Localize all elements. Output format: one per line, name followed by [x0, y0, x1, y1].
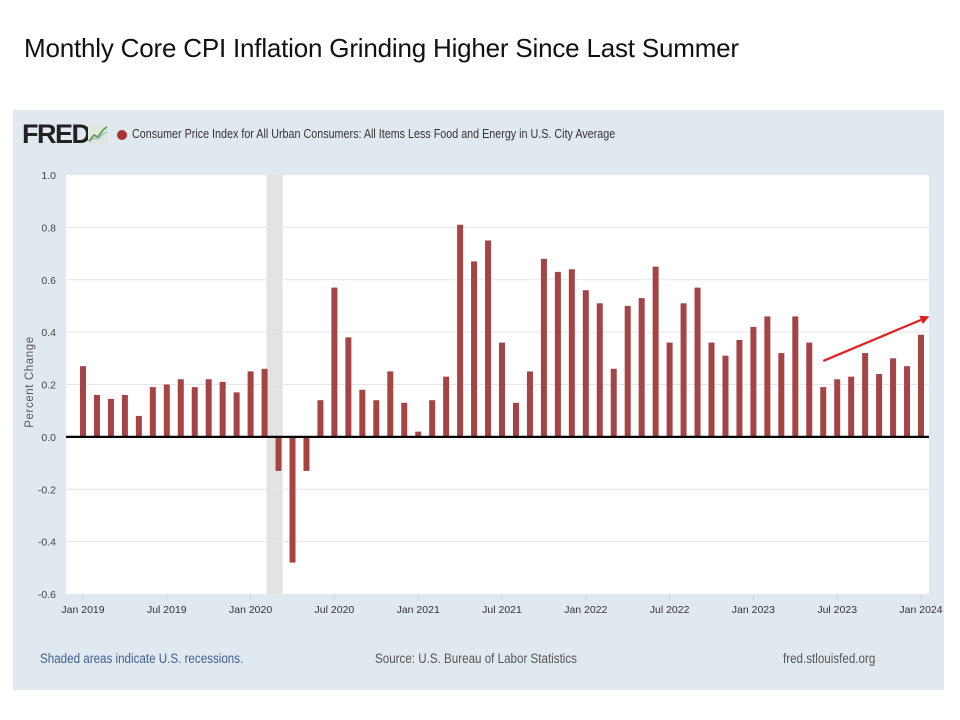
bar: 2021-02: 0.14: [429, 400, 436, 437]
y-tick-label: 0.8: [41, 222, 56, 234]
bar: 2024-01: 0.39: [918, 334, 924, 437]
y-tick-label: 0.4: [41, 327, 56, 339]
bar: 2021-03: 0.23: [443, 376, 450, 437]
bar: 2021-07: 0.36: [499, 342, 505, 437]
bar: 2022-07: 0.36: [666, 342, 673, 437]
trend-arrow-head: [919, 315, 930, 325]
legend-label: Consumer Price Index for All Urban Consu…: [132, 127, 616, 141]
x-tick-label: Jan 2024: [899, 604, 942, 616]
bar: 2023-12: 0.27: [904, 366, 911, 437]
bar: 2022-09: 0.57: [694, 287, 701, 437]
bar: 2020-07: 0.57: [331, 287, 338, 437]
bar: 2019-03: 0.145: [107, 398, 114, 437]
x-tick-label: Jan 2019: [61, 604, 104, 616]
bar: 2020-10: 0.14: [373, 400, 380, 437]
bar: 2020-12: 0.13: [401, 402, 408, 437]
bar: 2019-09: 0.19: [191, 387, 198, 437]
y-tick-label: 0.2: [41, 380, 56, 392]
bar: 2021-10: 0.68: [540, 258, 547, 437]
source-note: Source: U.S. Bureau of Labor Statistics: [375, 651, 577, 666]
bar: 2019-12: 0.17: [233, 392, 240, 437]
bar: 2020-08: 0.38: [345, 337, 352, 437]
bar: 2023-02: 0.46: [764, 316, 771, 437]
bar: 2021-04: 0.81: [457, 224, 464, 437]
bar: 2022-05: 0.53: [638, 298, 645, 437]
x-tick-label: Jul 2022: [650, 604, 690, 616]
bar: 2023-11: 0.3: [890, 358, 897, 437]
bar: 2023-10: 0.24: [876, 374, 883, 437]
bar: 2022-12: 0.37: [736, 339, 743, 437]
bar: 2019-06: 0.19: [149, 387, 156, 437]
bar: 2020-05: -0.13: [303, 436, 310, 471]
x-tick-label: Jul 2019: [147, 604, 187, 616]
bar: 2022-06: 0.65: [652, 266, 659, 437]
bar: 2023-08: 0.23: [848, 376, 855, 437]
bar-chart: 1.0 0.8 0.6 0.4 0.2 0.0 -0.2 -0.4 -0.6 Jan 2019 J…: [24, 170, 943, 616]
bar: 2021-12: 0.64: [568, 269, 575, 437]
x-tick-label: Jul 2021: [482, 604, 522, 616]
y-tick-label: -0.4: [38, 537, 56, 549]
bar: 2021-11: 0.63: [554, 271, 561, 437]
x-tick-label: Jan 2022: [564, 604, 607, 616]
bar: 2019-05: 0.08: [135, 415, 142, 437]
bar: 2020-04: -0.48: [289, 436, 296, 563]
bar: 2020-09: 0.18: [359, 389, 366, 437]
bar: 2022-04: 0.5: [624, 305, 631, 437]
bar: 2022-08: 0.51: [680, 303, 687, 437]
bar: 2021-09: 0.25: [526, 371, 533, 437]
fred-logo: FRED: [22, 119, 91, 149]
bar: 2023-03: 0.32: [778, 353, 785, 437]
x-tick-label: Jan 2020: [229, 604, 272, 616]
bar: 2023-06: 0.19: [820, 387, 827, 437]
x-tick-label: Jan 2021: [397, 604, 440, 616]
bar: 2020-03: -0.13: [275, 436, 282, 471]
bar: 2022-02: 0.51: [596, 303, 603, 437]
y-tick-label: 0.0: [41, 432, 56, 444]
y-tick-label: -0.2: [38, 484, 56, 496]
line-graph-icon: [88, 124, 108, 144]
bar: 2020-02: 0.26: [261, 368, 268, 437]
bar: 2020-01: 0.25: [247, 371, 254, 437]
bar: 2023-05: 0.36: [806, 342, 813, 437]
y-axis-label: Percent Change: [24, 336, 36, 428]
bar: 2019-08: 0.22: [177, 379, 184, 437]
bar: 2023-09: 0.32: [862, 353, 869, 437]
bar: 2022-11: 0.31: [722, 355, 729, 437]
y-tick-label: 0.6: [41, 275, 56, 287]
bar: 2021-05: 0.67: [471, 261, 478, 437]
bar: 2019-04: 0.16: [121, 394, 128, 437]
bar: 2022-10: 0.36: [708, 342, 715, 437]
bar: 2020-06: 0.14: [317, 400, 324, 437]
bar: 2023-04: 0.46: [792, 316, 799, 437]
bar: 2019-10: 0.22: [205, 379, 212, 437]
bar: 2019-07: 0.2: [163, 384, 170, 437]
bar: 2021-08: 0.13: [512, 402, 519, 437]
x-tick-label: Jul 2023: [817, 604, 857, 616]
bar: 2022-03: 0.26: [610, 368, 617, 437]
bar: 2019-11: 0.21: [219, 381, 226, 437]
bar: 2023-01: 0.42: [750, 326, 757, 437]
y-tick-label: 1.0: [41, 170, 56, 182]
bar: 2021-06: 0.75: [485, 240, 492, 437]
bar: 2019-02: 0.16: [93, 394, 100, 437]
recession-note: Shaded areas indicate U.S. recessions.: [40, 651, 244, 666]
trend-arrow-line: [822, 318, 922, 362]
fred-chart-panel: FRED Consumer Price Index for All Urban …: [13, 110, 944, 690]
slide-title: Monthly Core CPI Inflation Grinding High…: [24, 33, 739, 63]
y-tick-label: -0.6: [38, 589, 56, 601]
bar: 2019-01: 0.27: [80, 366, 86, 437]
legend-marker: [117, 130, 127, 140]
bar: 2020-11: 0.25: [387, 371, 394, 437]
bar: 2023-07: 0.22: [834, 379, 841, 437]
x-tick-label: Jul 2020: [315, 604, 355, 616]
bar: 2021-01: 0.02: [415, 431, 422, 437]
bar: 2022-01: 0.56: [582, 290, 589, 437]
fred-url-link[interactable]: fred.stlouisfed.org: [783, 651, 876, 666]
x-tick-label: Jan 2023: [732, 604, 775, 616]
